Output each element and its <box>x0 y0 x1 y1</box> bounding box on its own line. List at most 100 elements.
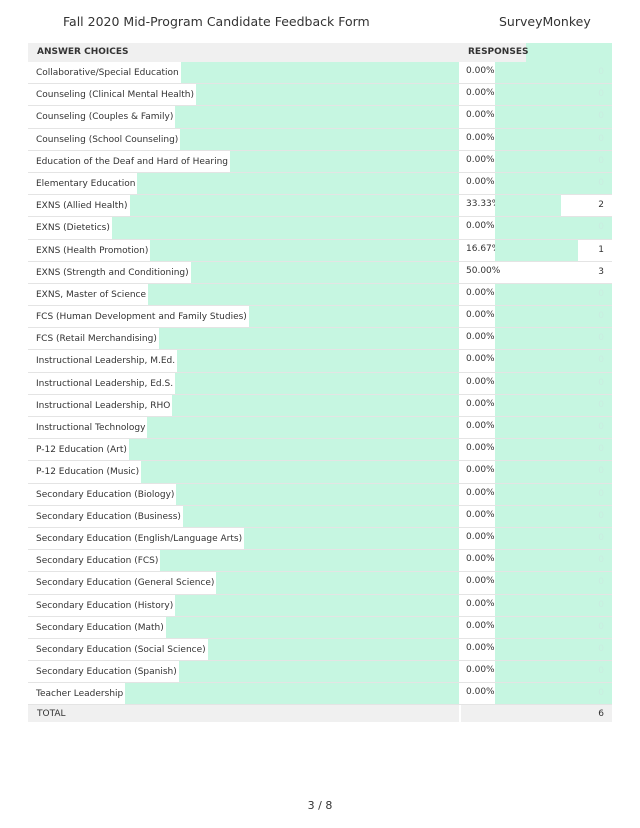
table-row: Secondary Education (Spanish) 0.00% 0 <box>28 661 612 684</box>
response-percent: 0.00% <box>466 576 495 587</box>
table-row: Secondary Education (Biology) 0.00% 0 <box>28 483 612 506</box>
table-row: Education of the Deaf and Hard of Hearin… <box>28 150 612 173</box>
response-count: 1 <box>598 244 604 255</box>
table-row: Secondary Education (English/Language Ar… <box>28 527 612 551</box>
table-row: FCS (Human Development and Family Studie… <box>28 306 612 329</box>
response-percent: 0.00% <box>466 598 495 609</box>
response-bar <box>495 550 612 572</box>
label-bar <box>28 683 459 705</box>
response-percent: 0.00% <box>466 88 495 99</box>
answer-choice-label: EXNS (Strength and Conditioning) <box>28 261 191 283</box>
response-percent: 0.00% <box>466 443 495 454</box>
response-percent: 0.00% <box>466 310 495 321</box>
response-count: 0 <box>598 444 604 455</box>
response-bar <box>495 172 612 195</box>
label-bar <box>28 439 459 461</box>
responses-table: ANSWER CHOICES RESPONSES Collaborative/S… <box>28 43 612 723</box>
response-count: 0 <box>598 621 604 632</box>
table-body: Collaborative/Special Education 0.00% 0 Cou… <box>28 62 612 706</box>
answer-choice-label: Teacher Leadership <box>28 683 126 705</box>
answer-choice-label: P-12 Education (Music) <box>28 461 142 483</box>
response-bar <box>495 572 612 594</box>
answer-choice-label: Instructional Technology <box>28 417 148 439</box>
responses-header-bar <box>526 43 612 62</box>
table-row: FCS (Retail Merchandising) 0.00% 0 <box>28 328 612 351</box>
answer-choice-label: Elementary Education <box>28 172 138 195</box>
response-count: 0 <box>598 355 604 366</box>
response-percent: 0.00% <box>466 110 495 121</box>
answer-choice-label: Secondary Education (General Science) <box>28 572 217 594</box>
table-header: ANSWER CHOICES RESPONSES <box>28 43 612 62</box>
response-bar <box>495 283 612 306</box>
response-percent: 0.00% <box>466 465 495 476</box>
table-row: Teacher Leadership 0.00% 0 <box>28 683 612 706</box>
table-row: Secondary Education (Business) 0.00% 0 <box>28 505 612 528</box>
answer-choice-label: Secondary Education (Business) <box>28 505 183 527</box>
table-row: EXNS, Master of Science 0.00% 0 <box>28 283 612 307</box>
table-row: Instructional Leadership, RHO 0.00% 0 <box>28 394 612 417</box>
response-percent: 0.00% <box>466 221 495 232</box>
answer-choice-label: EXNS (Health Promotion) <box>28 239 151 261</box>
response-bar <box>495 195 561 217</box>
response-percent: 0.00% <box>466 665 495 676</box>
answer-choice-label: Counseling (School Counseling) <box>28 128 181 150</box>
response-bar <box>495 461 612 483</box>
response-bar <box>495 638 612 661</box>
response-bar <box>495 372 612 394</box>
response-percent: 0.00% <box>466 531 495 542</box>
answer-choice-label: Instructional Leadership, Ed.S. <box>28 372 176 394</box>
response-percent: 0.00% <box>466 642 495 653</box>
answer-choice-label: Secondary Education (English/Language Ar… <box>28 527 245 550</box>
answer-choice-label: Secondary Education (FCS) <box>28 550 161 572</box>
page-number: 3 / 8 <box>307 799 333 812</box>
response-percent: 0.00% <box>466 354 495 365</box>
answer-choice-label: Counseling (Clinical Mental Health) <box>28 84 197 106</box>
response-count: 0 <box>598 488 604 499</box>
response-bar <box>495 84 612 106</box>
response-bar <box>495 661 612 683</box>
response-count: 0 <box>598 510 604 521</box>
response-percent: 0.00% <box>466 332 495 343</box>
answer-choice-label: EXNS, Master of Science <box>28 283 149 306</box>
table-row: Instructional Leadership, M.Ed. 0.00% 0 <box>28 350 612 373</box>
table-row: EXNS (Dietetics) 0.00% 0 <box>28 217 612 240</box>
response-count: 0 <box>598 666 604 677</box>
response-bar <box>495 62 612 84</box>
response-bar <box>495 306 612 328</box>
response-bar <box>495 217 612 239</box>
response-percent: 0.00% <box>466 176 495 187</box>
response-bar <box>495 439 612 461</box>
table-row: EXNS (Strength and Conditioning) 50.00% 3 <box>28 261 612 284</box>
response-bar <box>495 505 612 527</box>
response-bar <box>495 683 612 705</box>
table-row: Counseling (Couples & Family) 0.00% 0 <box>28 106 612 129</box>
response-bar <box>495 239 578 261</box>
answer-choice-label: Education of the Deaf and Hard of Hearin… <box>28 150 231 172</box>
total-value: 6 <box>598 709 604 720</box>
response-count: 0 <box>598 288 604 299</box>
response-percent: 16.67% <box>466 243 501 254</box>
table-row: Secondary Education (Social Science) 0.00… <box>28 638 612 662</box>
response-count: 0 <box>598 67 604 77</box>
response-bar <box>495 150 612 172</box>
response-bar <box>495 128 612 150</box>
response-count: 0 <box>598 466 604 477</box>
response-percent: 0.00% <box>466 398 495 409</box>
response-count: 3 <box>598 266 604 277</box>
table-row: Counseling (School Counseling) 0.00% 0 <box>28 128 612 151</box>
responses-header: RESPONSES <box>468 47 529 57</box>
response-count: 0 <box>598 422 604 432</box>
response-percent: 0.00% <box>466 421 495 431</box>
answer-choice-label: P-12 Education (Art) <box>28 439 129 461</box>
response-percent: 0.00% <box>466 509 495 520</box>
answer-choice-label: Secondary Education (Social Science) <box>28 638 208 661</box>
total-row: TOTAL 6 <box>28 705 612 723</box>
answer-choice-label: EXNS (Allied Health) <box>28 195 130 217</box>
table-row: Collaborative/Special Education 0.00% 0 <box>28 62 612 85</box>
response-count: 2 <box>598 200 604 211</box>
form-title: Fall 2020 Mid-Program Candidate Feedback… <box>63 14 370 29</box>
answer-choices-header: ANSWER CHOICES <box>37 47 129 57</box>
response-count: 0 <box>598 177 604 188</box>
table-row: Secondary Education (FCS) 0.00% 0 <box>28 550 612 573</box>
response-bar <box>495 350 612 372</box>
